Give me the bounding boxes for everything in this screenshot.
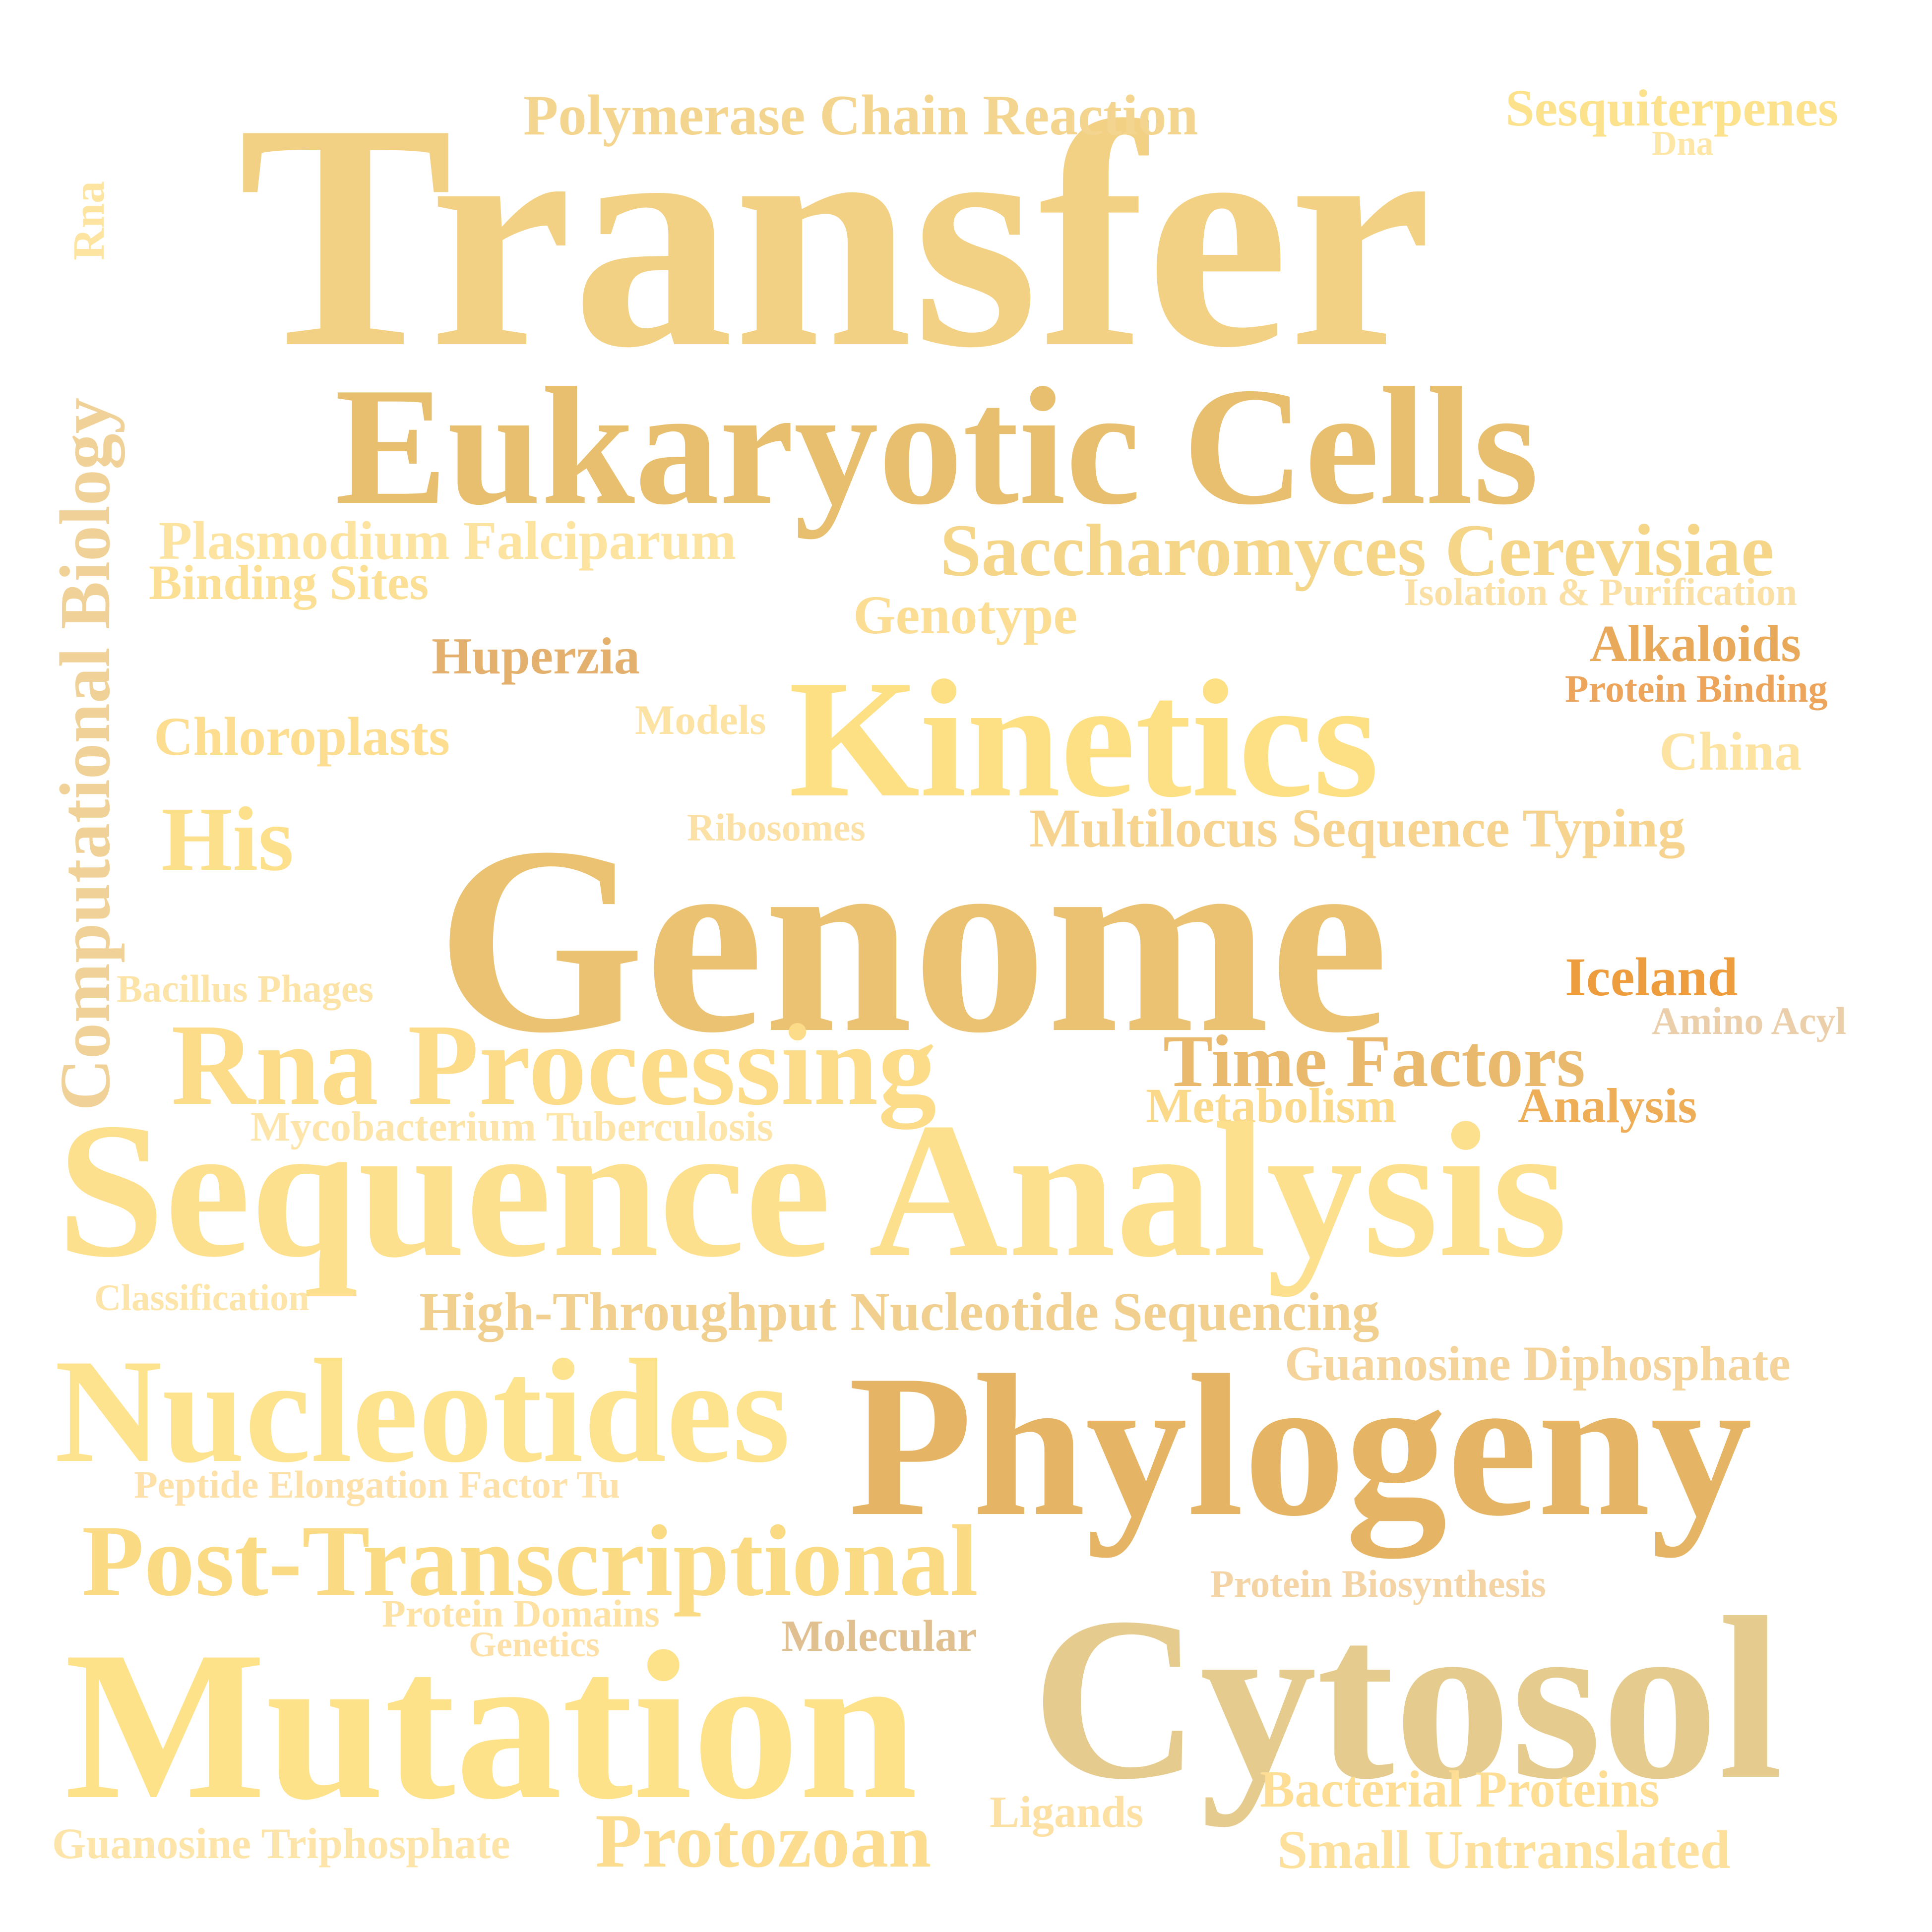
word-protein-domains: Protein Domains xyxy=(382,1592,660,1635)
word-post-transcriptional: Post-Transcriptional xyxy=(82,1505,978,1617)
word-binding-sites: Binding Sites xyxy=(149,555,429,610)
word-ribosomes: Ribosomes xyxy=(687,806,866,849)
word-plasmodium-falciparum: Plasmodium Falciparum xyxy=(159,510,737,571)
word-genome: Genome xyxy=(436,791,1389,1088)
word-huperzia: Huperzia xyxy=(432,627,640,685)
word-china: China xyxy=(1659,721,1802,782)
word-isolation-purification: Isolation & Purification xyxy=(1404,570,1797,613)
word-his: His xyxy=(161,788,294,890)
word-cytosol: Cytosol xyxy=(1032,1569,1783,1827)
word-analysis: Analysis xyxy=(1518,1078,1697,1133)
word-classification: Classification xyxy=(94,1277,310,1319)
word-guanosine-diphosphate: Guanosine Diphosphate xyxy=(1285,1336,1791,1391)
word-dna: Dna xyxy=(1652,124,1714,163)
word-models: Models xyxy=(635,697,766,743)
word-saccharomyces-cerevisiae: Saccharomyces Cerevisiae xyxy=(940,509,1774,592)
word-small-untranslated: Small Untranslated xyxy=(1277,1819,1731,1880)
word-eukaryotic-cells: Eukaryotic Cells xyxy=(335,353,1539,540)
word-mycobacterium-tuberculosis: Mycobacterium Tuberculosis xyxy=(250,1103,773,1150)
word-sesquiterpenes: Sesquiterpenes xyxy=(1505,79,1838,137)
word-kinetics: Kinetics xyxy=(789,645,1379,832)
word-bacillus-phages: Bacillus Phages xyxy=(117,967,374,1010)
word-iceland: Iceland xyxy=(1565,947,1738,1007)
word-genetics: Genetics xyxy=(469,1625,600,1664)
word-rna-processing: Rna Processing xyxy=(171,1000,936,1129)
word-computational-biology: Computational Biology xyxy=(46,397,125,1111)
word-molecular: Molecular xyxy=(781,1612,977,1661)
word-amino-acyl: Amino Acyl xyxy=(1652,999,1847,1042)
word-metabolism: Metabolism xyxy=(1146,1078,1397,1133)
word-mutation: Mutation xyxy=(64,1608,918,1844)
word-chloroplasts: Chloroplasts xyxy=(154,706,450,767)
word-alkaloids: Alkaloids xyxy=(1590,614,1801,672)
word-bacterial-proteins: Bacterial Proteins xyxy=(1260,1760,1660,1818)
word-multilocus-sequence-typing: Multilocus Sequence Typing xyxy=(1029,798,1685,858)
word-nucleotides: Nucleotides xyxy=(55,1328,791,1493)
word-time-factors: Time Factors xyxy=(1163,1020,1586,1102)
word-phylogeny: Phylogeny xyxy=(848,1333,1752,1558)
word-transfer: Transfer xyxy=(238,57,1432,414)
word-rna: Rna xyxy=(64,181,114,260)
word-protein-biosynthesis: Protein Biosynthesis xyxy=(1210,1562,1546,1605)
word-polymerase-chain-reaction: Polymerase Chain Reaction xyxy=(523,84,1198,147)
word-genotype: Genotype xyxy=(853,585,1078,645)
word-guanosine-triphosphate: Guanosine Triphosphate xyxy=(52,1820,510,1868)
word-protozoan: Protozoan xyxy=(595,1798,932,1883)
word-peptide-elongation-factor-tu: Peptide Elongation Factor Tu xyxy=(134,1463,621,1506)
word-sequence-analysis: Sequence Analysis xyxy=(57,1083,1567,1297)
word-high-throughput-nucleotide-sequencing: High-Throughput Nucleotide Sequencing xyxy=(419,1281,1379,1342)
word-protein-binding: Protein Binding xyxy=(1565,667,1828,710)
word-ligands: Ligands xyxy=(990,1788,1144,1837)
